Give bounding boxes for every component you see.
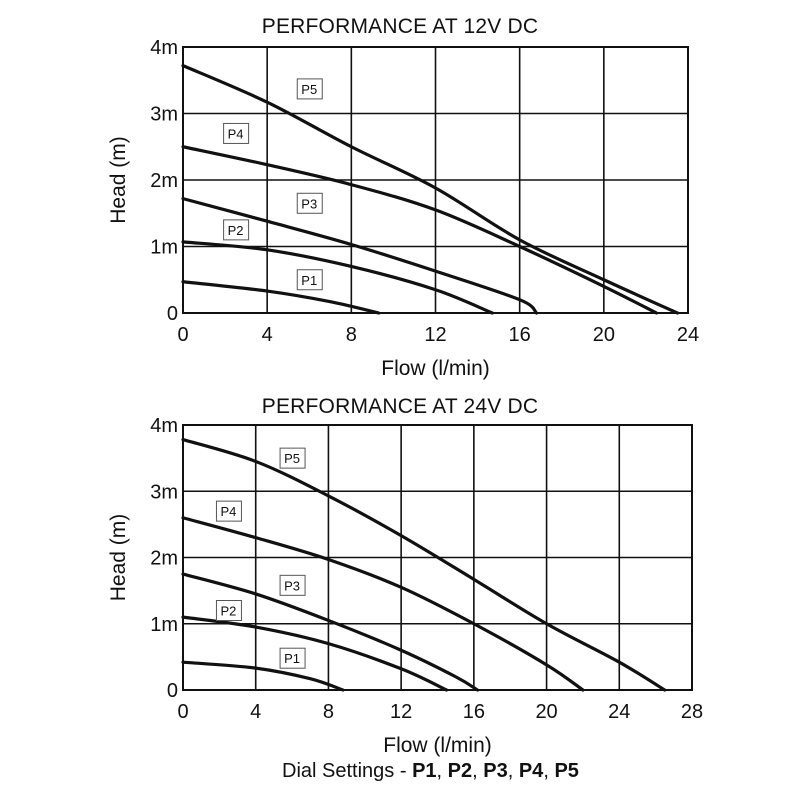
x-tick-label: 20 — [535, 701, 557, 723]
series-label-box — [215, 600, 242, 621]
setting-p3: P3 — [483, 760, 508, 782]
series-label-box — [223, 219, 250, 241]
series-label-text: P5 — [284, 451, 300, 466]
x-axis-label: Flow (l/min) — [383, 734, 492, 757]
series-line-p3 — [181, 197, 539, 315]
series-line-p2 — [181, 240, 494, 315]
series-line-p1 — [181, 280, 381, 315]
y-tick-label: 3m — [150, 104, 178, 126]
series-label-text: P3 — [301, 196, 317, 211]
plot-frame — [182, 424, 693, 691]
setting-p2: P2 — [447, 760, 473, 782]
x-tick-label: 8 — [323, 701, 334, 723]
series-label-p5: P5 — [279, 447, 306, 469]
series-label-text: P2 — [228, 223, 244, 238]
chart-title-12v: PERFORMANCE AT 12V DC — [261, 15, 539, 38]
y-tick-label: 1m — [150, 237, 178, 259]
series-label-box — [279, 574, 306, 596]
series-line-p5 — [181, 64, 680, 315]
series-line-p1 — [181, 660, 345, 692]
series-label-p2: P2 — [223, 219, 250, 241]
series-label-box — [223, 122, 250, 144]
y-tick-label: 2m — [150, 548, 178, 570]
series-label-p4: P4 — [223, 122, 250, 144]
series-line-p3 — [181, 572, 480, 692]
series-label-p4: P4 — [215, 500, 242, 522]
series-label-p5: P5 — [296, 78, 323, 100]
x-tick-label: 0 — [177, 324, 188, 346]
x-tick-label: 12 — [424, 324, 446, 346]
series-label-p1: P1 — [279, 647, 306, 669]
series-label-text: P4 — [220, 504, 236, 519]
x-tick-label: 24 — [677, 324, 699, 346]
series-label-box — [279, 647, 306, 669]
series-line-p2 — [181, 615, 449, 692]
series-label-text: P1 — [301, 273, 317, 288]
y-tick-label: 4m — [150, 415, 178, 437]
chart-24v: 0 4 8 12 16 20 24 28 0 1m 2m 3m 4m Flow (l/min) Head (… — [107, 415, 703, 757]
series-label-box — [296, 78, 323, 100]
series-line-p4 — [181, 145, 659, 315]
x-axis-label: Flow (l/min) — [381, 357, 490, 380]
x-tick-label: 4 — [250, 701, 261, 723]
x-tick-label: 8 — [346, 324, 357, 346]
series-label-box — [279, 447, 306, 469]
x-tick-label: 16 — [509, 324, 531, 346]
series-label-p3: P3 — [279, 574, 306, 596]
x-tick-label: 12 — [390, 701, 412, 723]
series-label-text: P2 — [220, 604, 236, 619]
series-label-text: P1 — [284, 651, 300, 666]
x-tick-label: 24 — [608, 701, 630, 723]
series-label-text: P3 — [284, 578, 300, 593]
x-tick-label: 0 — [177, 701, 188, 723]
series-label-p2: P2 — [215, 600, 242, 621]
series-label-text: P4 — [228, 126, 244, 141]
y-tick-label: 3m — [150, 481, 178, 503]
y-axis-label: Head (m) — [107, 514, 130, 602]
series-label-box — [296, 192, 323, 214]
grid — [182, 424, 693, 691]
x-tick-label: 16 — [463, 701, 485, 723]
x-tick-label: 28 — [681, 701, 703, 723]
y-tick-label: 4m — [150, 37, 178, 59]
dial-settings-text: Dial Settings - — [282, 760, 413, 782]
y-axis-label: Head (m) — [107, 136, 130, 224]
y-tick-label: 2m — [150, 170, 178, 192]
y-tick-label: 1m — [150, 614, 178, 636]
setting-p5: P5 — [554, 760, 579, 782]
series-label-p3: P3 — [296, 192, 323, 214]
series-line-p4 — [181, 516, 585, 692]
dial-settings-caption: Dial Settings - P1, P2, P3, P4, P5 — [282, 760, 579, 782]
x-tick-label: 20 — [593, 324, 615, 346]
chart-title-24v: PERFORMANCE AT 24V DC — [261, 395, 539, 418]
setting-p4: P4 — [518, 760, 544, 782]
y-tick-label: 0 — [167, 303, 178, 325]
chart-12v: 0 4 8 12 16 20 24 0 1m 2m 3m 4m Flow (l/min) Head (m)… — [107, 37, 699, 380]
series-label-box — [215, 500, 242, 522]
series-line-p5 — [181, 437, 667, 692]
x-tick-label: 4 — [262, 324, 273, 346]
plot-frame — [182, 46, 689, 314]
setting-p1: P1 — [412, 760, 437, 782]
series-label-text: P5 — [301, 82, 317, 97]
grid — [182, 46, 689, 314]
y-tick-label: 0 — [167, 680, 178, 702]
series-label-p1: P1 — [296, 269, 323, 291]
series-label-box — [296, 269, 323, 291]
